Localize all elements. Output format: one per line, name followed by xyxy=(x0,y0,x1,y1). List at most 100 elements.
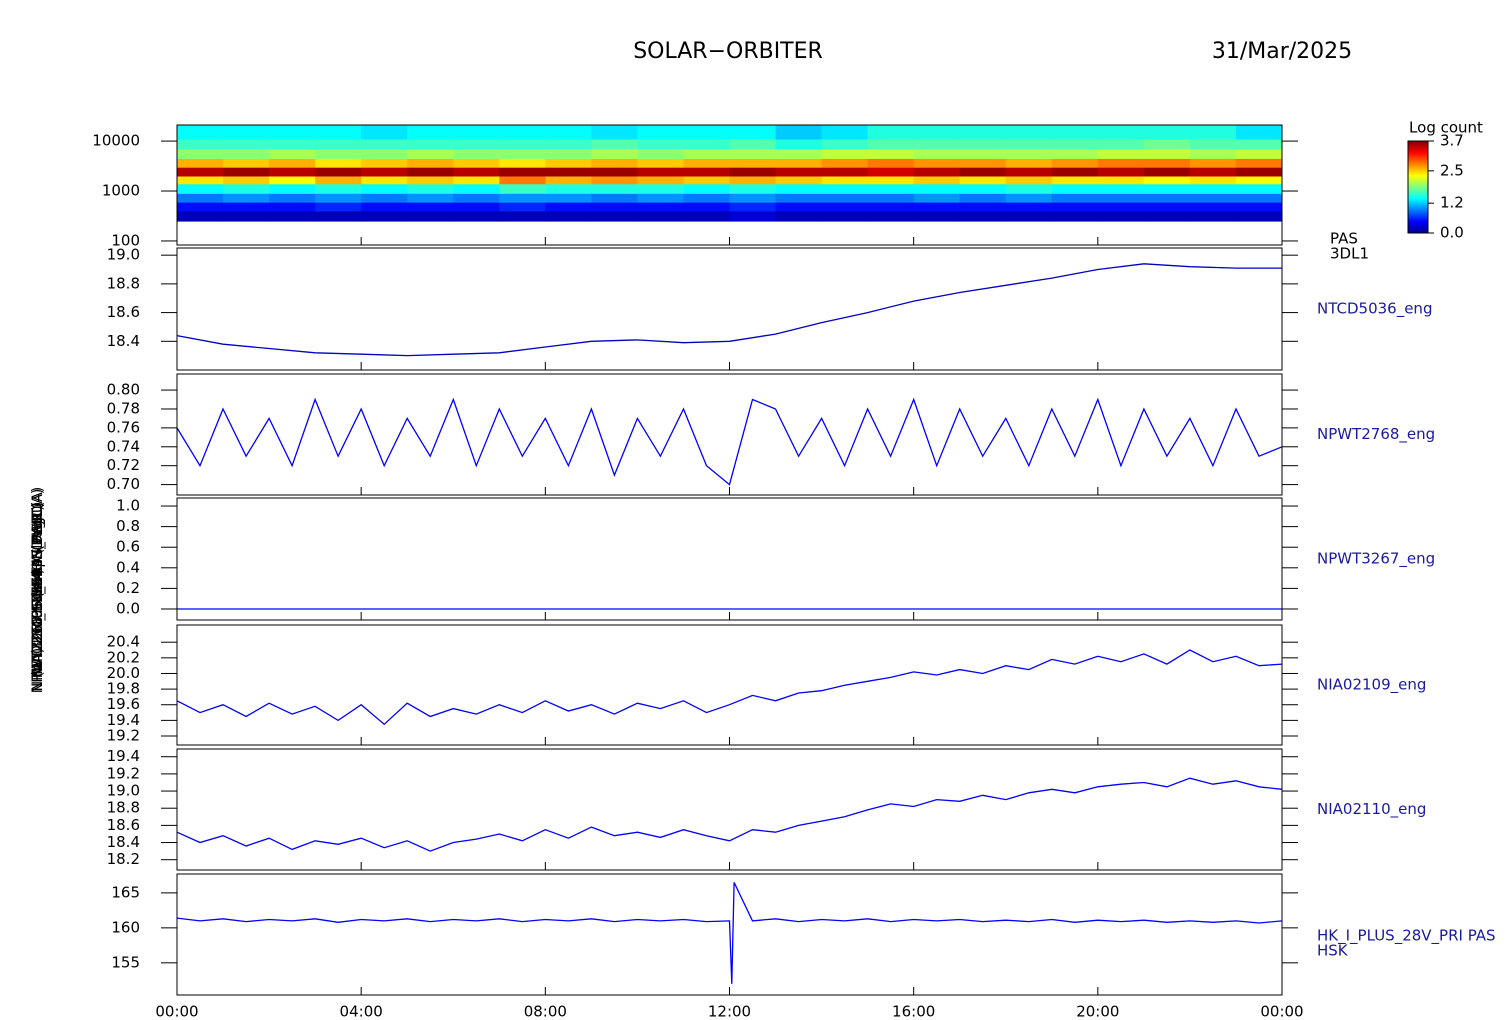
y-tick-label: 18.2 xyxy=(107,850,140,868)
spectrogram-cell xyxy=(499,183,546,194)
spectrogram-cell xyxy=(361,175,408,185)
spectrogram-cell xyxy=(637,139,684,150)
spectrogram-cell xyxy=(637,167,684,177)
spectrogram-cell xyxy=(545,139,592,150)
spectrogram-cell xyxy=(821,210,869,222)
spectrogram-cell xyxy=(545,183,592,194)
y-tick-label: 19.4 xyxy=(107,711,140,729)
spectrogram-cell xyxy=(361,210,408,222)
spectrogram-cell xyxy=(1189,148,1237,159)
spectrogram-cell xyxy=(867,158,915,168)
spectrogram-cell xyxy=(1097,193,1145,203)
spectrogram-cell xyxy=(913,139,961,150)
spectrogram-cell xyxy=(1051,193,1099,203)
panel-label: HK_I_PLUS_28V_PRI PAS xyxy=(1317,927,1496,946)
spectrogram-cell xyxy=(499,158,546,168)
spectrogram-cell xyxy=(1097,125,1145,140)
panel-frame xyxy=(176,497,1283,621)
spectrogram-cell xyxy=(1051,183,1099,194)
spectrogram-cell xyxy=(499,125,546,140)
spectrogram-cell xyxy=(591,158,638,168)
spectrogram-cell xyxy=(177,167,224,177)
y-tick-label: 1000 xyxy=(102,182,140,200)
spectrogram-cell xyxy=(1143,158,1191,168)
spectrogram-cell xyxy=(177,175,224,185)
spectrogram-cell xyxy=(913,210,961,222)
colorbar xyxy=(1407,140,1429,234)
spectrogram-cell xyxy=(775,125,823,140)
x-tick-label: 00:00 xyxy=(1260,1003,1303,1020)
y-tick-label: 0.78 xyxy=(107,399,140,417)
spectrogram-cell xyxy=(1189,158,1237,168)
spectrogram-cell xyxy=(177,148,224,159)
spectrogram-cell xyxy=(591,167,638,177)
panel-label: NIA02109_eng xyxy=(1317,676,1426,695)
spectrogram-cell xyxy=(775,183,823,194)
spectrogram-cell xyxy=(959,183,1007,194)
spectrogram-cell xyxy=(453,202,500,212)
spectrogram-cell xyxy=(1235,183,1283,194)
spectrogram-cell xyxy=(637,175,684,185)
spectrogram-cell xyxy=(1097,158,1145,168)
panel-label: NIA02110_eng xyxy=(1317,800,1426,819)
y-tick-label: 19.0 xyxy=(107,782,140,800)
spectrogram-cell xyxy=(959,158,1007,168)
spectrogram-cell xyxy=(913,183,961,194)
spectrogram-cell xyxy=(637,158,684,168)
spectrogram-cell xyxy=(545,158,592,168)
y-tick-label: 0.70 xyxy=(107,475,140,493)
spectrogram-cell xyxy=(177,125,224,140)
x-tick-label: 16:00 xyxy=(892,1003,935,1020)
y-tick-label: 10000 xyxy=(92,132,140,150)
spectrogram-cell xyxy=(683,167,730,177)
spectrogram-cell xyxy=(1051,167,1099,177)
spectrogram-cell xyxy=(683,210,730,222)
panel-label: 3DL1 xyxy=(1330,245,1369,263)
spectrogram-cell xyxy=(1005,148,1053,159)
y-tick-label: 18.6 xyxy=(107,816,140,834)
y-tick-label: 19.4 xyxy=(107,747,140,765)
spectrogram-cell xyxy=(775,202,823,212)
spectrogram-cell xyxy=(177,158,224,168)
spectrogram-cell xyxy=(683,158,730,168)
spectrogram-cell xyxy=(821,202,869,212)
spectrogram-cell xyxy=(269,175,316,185)
y-tick-label: 0.80 xyxy=(107,381,140,399)
spectrogram-cell xyxy=(223,175,270,185)
y-tick-label: 18.8 xyxy=(107,799,140,817)
y-tick-label: 19.0 xyxy=(107,246,140,264)
colorbar-tick-label: 1.2 xyxy=(1440,194,1464,212)
spectrogram-cell xyxy=(223,193,270,203)
spectrogram-cell xyxy=(1189,210,1237,222)
spectrogram-cell xyxy=(269,193,316,203)
spectrogram-cell xyxy=(499,139,546,150)
spectrogram-cell xyxy=(453,193,500,203)
spectrogram-cell xyxy=(545,125,592,140)
spectrogram-cell xyxy=(1143,148,1191,159)
spectrogram-cell xyxy=(729,167,777,177)
y-tick-label: 19.6 xyxy=(107,695,140,713)
spectrogram-cell xyxy=(1143,167,1191,177)
spectrogram-cell xyxy=(913,125,961,140)
y-tick-label: 20.2 xyxy=(107,648,140,666)
spectrogram-cell xyxy=(867,167,915,177)
spectrogram-cell xyxy=(821,193,869,203)
spectrogram-cell xyxy=(1051,148,1099,159)
spectrogram-cell xyxy=(729,125,777,140)
y-axis-label: NTCD5036 Temp (DegC) xyxy=(30,505,46,675)
spectrogram-cell xyxy=(223,167,270,177)
y-tick-label: 0.4 xyxy=(116,558,140,576)
spectrogram-cell xyxy=(1051,202,1099,212)
panel-label: PAS xyxy=(1330,230,1358,248)
spectrogram-cell xyxy=(821,139,869,150)
spectrogram-cell xyxy=(177,202,224,212)
spectrogram-cell xyxy=(1143,175,1191,185)
panel-frame xyxy=(176,247,1283,371)
spectrogram-cell xyxy=(1005,202,1053,212)
spectrogram-cell xyxy=(407,210,454,222)
data-line xyxy=(176,777,1283,852)
panel-frame xyxy=(176,624,1283,746)
spectrogram-cell xyxy=(223,210,270,222)
spectrogram-cell xyxy=(1143,139,1191,150)
spectrogram-cell xyxy=(1235,167,1283,177)
